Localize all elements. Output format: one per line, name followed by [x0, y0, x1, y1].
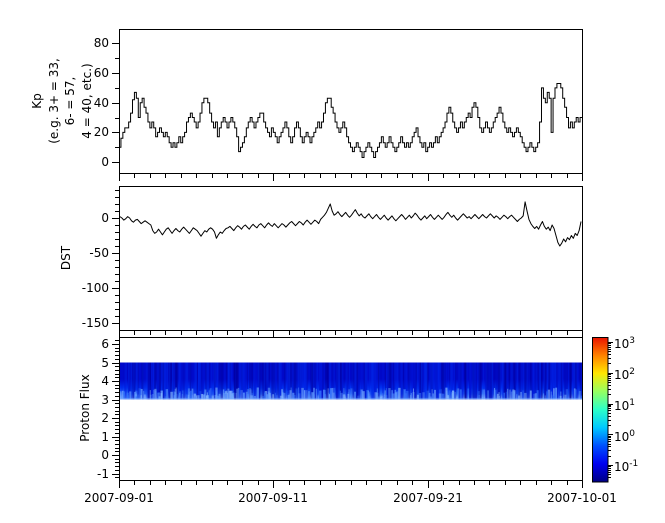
x-tick-label-2: 2007-09-11	[238, 491, 308, 505]
dst-ytick-label--50: -50	[89, 246, 109, 260]
proton_flux-ytick-label-1: 1	[101, 429, 109, 444]
proton_flux-ytick-label--1: -1	[97, 466, 109, 481]
colorbar-tick-label-1e1: 101	[614, 398, 636, 413]
proton_flux-ytick-label-6: 6	[101, 337, 109, 351]
kp-axis-label-line1: Kp	[30, 93, 44, 109]
kp-ytick-label-0: 0	[101, 155, 109, 169]
dst-trace	[119, 201, 582, 247]
dst-ytick-label--150: -150	[81, 316, 109, 330]
kp-ytick-label-40: 40	[93, 95, 109, 110]
colorbar	[592, 337, 608, 482]
proton_flux-ytick-label-5: 5	[101, 355, 109, 370]
colorbar-tick-label-1e0: 100	[614, 429, 636, 444]
colorbar-tick-label-1e-1: 10-1	[614, 459, 639, 474]
proton_flux-ytick-label-4: 4	[101, 374, 109, 388]
axes-ticks	[112, 43, 583, 488]
colorbar-ticks	[608, 342, 613, 478]
kp-ytick-label-60: 60	[93, 66, 109, 81]
colorbar-tick-label-1e2: 102	[614, 367, 636, 382]
x-tick-label-3: 2007-09-21	[393, 491, 463, 505]
colorbar-frame	[592, 337, 609, 483]
panel-frame-kp	[119, 29, 583, 174]
panel-frame-proton_flux	[119, 337, 583, 481]
kp-ytick-label-20: 20	[93, 125, 109, 140]
x-tick-label-4: 2007-10-01	[547, 491, 617, 505]
panel-frame-dst	[119, 186, 583, 331]
proton_flux-ytick-label-2: 2	[101, 411, 109, 425]
proton_flux-ytick-label-3: 3	[101, 392, 109, 407]
proton-flux-band	[119, 362, 582, 400]
kp-step-trace	[119, 82, 582, 159]
dst-ytick-label--100: -100	[81, 281, 109, 295]
x-tick-label-1: 2007-09-01	[84, 491, 154, 505]
proton_flux-ytick-label-0: 0	[101, 448, 109, 462]
dst-ytick-label-0: 0	[101, 211, 109, 225]
colorbar-tick-label-1e3: 103	[614, 336, 636, 351]
kp-ytick-label-80: 80	[93, 36, 109, 51]
